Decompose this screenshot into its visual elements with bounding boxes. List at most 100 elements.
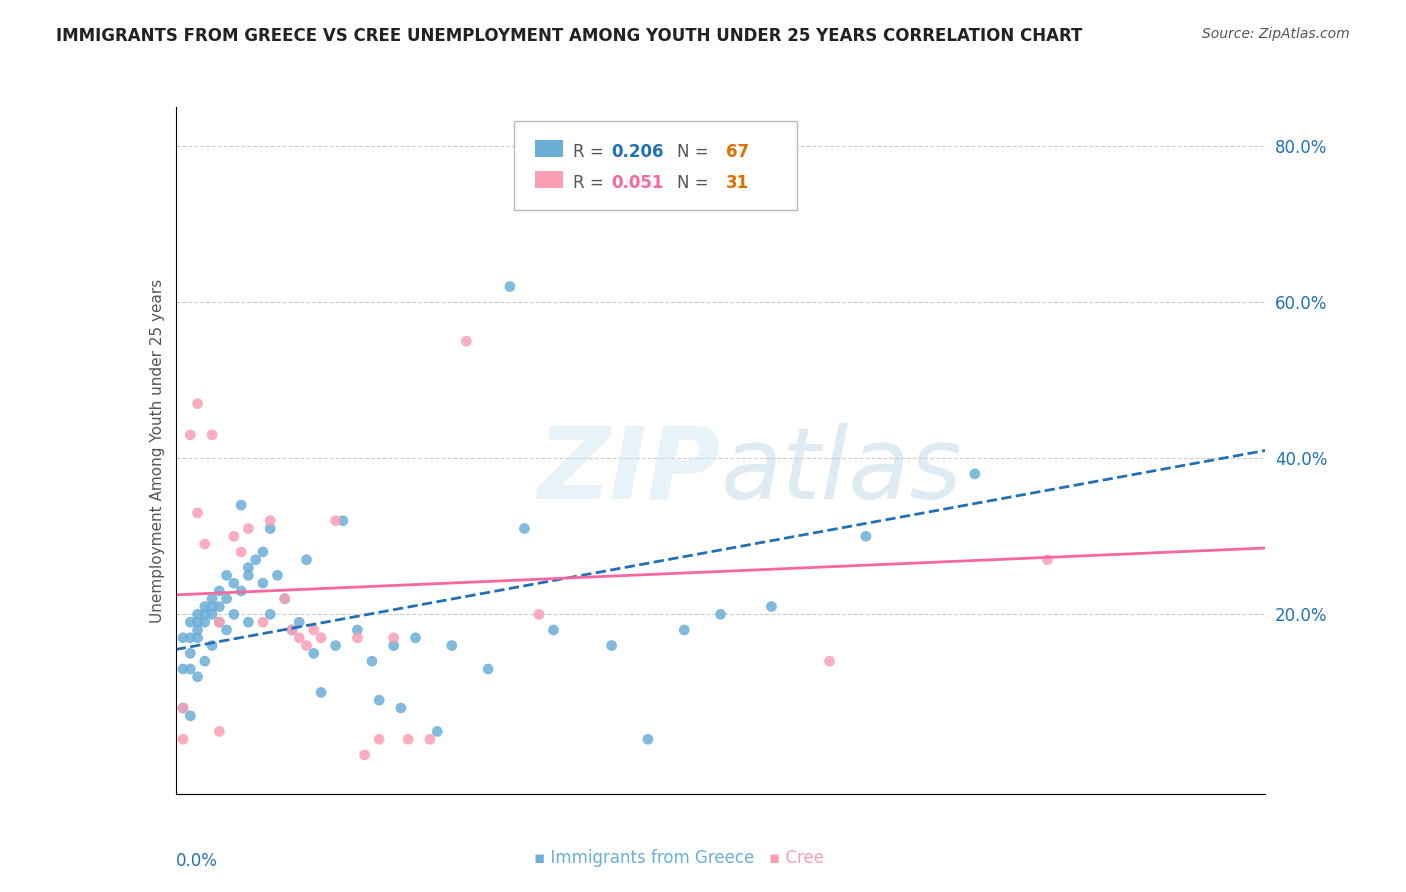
Point: [405, 631, 427, 645]
Point: [179, 427, 201, 442]
Point: [281, 623, 304, 637]
Point: [389, 701, 412, 715]
Point: [295, 552, 318, 567]
Point: [368, 732, 391, 747]
Point: [259, 514, 281, 528]
Point: [179, 662, 201, 676]
Point: [477, 662, 499, 676]
Text: IMMIGRANTS FROM GREECE VS CREE UNEMPLOYMENT AMONG YOUTH UNDER 25 YEARS CORRELATI: IMMIGRANTS FROM GREECE VS CREE UNEMPLOYM…: [56, 27, 1083, 45]
Text: Source: ZipAtlas.com: Source: ZipAtlas.com: [1202, 27, 1350, 41]
Point: [325, 639, 347, 653]
Point: [963, 467, 986, 481]
Point: [673, 623, 696, 637]
Bar: [536, 140, 562, 157]
Point: [172, 701, 194, 715]
Point: [325, 514, 347, 528]
Point: [600, 639, 623, 653]
Point: [172, 631, 194, 645]
Point: [309, 631, 332, 645]
Text: 31: 31: [725, 174, 749, 192]
Point: [208, 724, 231, 739]
Text: 67: 67: [725, 143, 749, 161]
Point: [238, 615, 260, 630]
Point: [855, 529, 877, 543]
Point: [368, 693, 391, 707]
Point: [295, 639, 318, 653]
Text: R =: R =: [574, 143, 609, 161]
Point: [761, 599, 783, 614]
Point: [194, 607, 217, 622]
Text: ZIP: ZIP: [537, 423, 721, 519]
Point: [252, 545, 274, 559]
Text: N =: N =: [678, 143, 714, 161]
Point: [201, 599, 224, 614]
Point: [527, 607, 550, 622]
Point: [543, 623, 565, 637]
Y-axis label: Unemployment Among Youth under 25 years: Unemployment Among Youth under 25 years: [149, 278, 165, 623]
Point: [382, 639, 405, 653]
Point: [215, 623, 238, 637]
Point: [238, 560, 260, 574]
Point: [238, 521, 260, 535]
Point: [266, 568, 288, 582]
Point: [186, 631, 209, 645]
Point: [201, 639, 224, 653]
Point: [231, 545, 253, 559]
Point: [302, 623, 325, 637]
Text: ▪ Cree: ▪ Cree: [769, 849, 824, 867]
Point: [259, 521, 281, 535]
FancyBboxPatch shape: [513, 120, 797, 211]
Point: [194, 654, 217, 668]
Text: R =: R =: [574, 174, 609, 192]
Point: [215, 591, 238, 606]
Point: [1036, 552, 1059, 567]
Point: [194, 599, 217, 614]
Point: [172, 732, 194, 747]
Point: [346, 623, 368, 637]
Point: [208, 583, 231, 598]
Point: [179, 646, 201, 660]
Point: [179, 708, 201, 723]
Point: [186, 607, 209, 622]
Point: [302, 646, 325, 660]
Point: [360, 654, 382, 668]
Point: [208, 599, 231, 614]
Point: [179, 615, 201, 630]
Point: [238, 568, 260, 582]
Point: [245, 552, 267, 567]
Point: [172, 662, 194, 676]
Point: [309, 685, 332, 699]
Point: [179, 631, 201, 645]
Text: N =: N =: [678, 174, 714, 192]
Point: [710, 607, 733, 622]
Point: [215, 568, 238, 582]
Point: [382, 631, 405, 645]
Text: 0.051: 0.051: [612, 174, 664, 192]
Point: [396, 732, 419, 747]
Point: [499, 279, 522, 293]
Point: [252, 615, 274, 630]
Point: [231, 583, 253, 598]
Point: [186, 396, 209, 410]
Point: [346, 631, 368, 645]
Point: [231, 498, 253, 512]
Point: [456, 334, 478, 348]
Point: [288, 615, 311, 630]
Point: [201, 427, 224, 442]
Point: [186, 506, 209, 520]
Text: atlas: atlas: [721, 423, 962, 519]
Point: [274, 591, 297, 606]
Point: [222, 529, 245, 543]
Point: [208, 615, 231, 630]
Point: [222, 607, 245, 622]
Point: [281, 623, 304, 637]
Point: [172, 701, 194, 715]
Point: [419, 732, 441, 747]
Point: [186, 670, 209, 684]
Text: 0.0%: 0.0%: [176, 852, 218, 871]
Text: 0.206: 0.206: [612, 143, 664, 161]
Point: [332, 514, 354, 528]
Text: ▪ Immigrants from Greece: ▪ Immigrants from Greece: [534, 849, 755, 867]
Point: [353, 747, 375, 762]
Point: [288, 631, 311, 645]
